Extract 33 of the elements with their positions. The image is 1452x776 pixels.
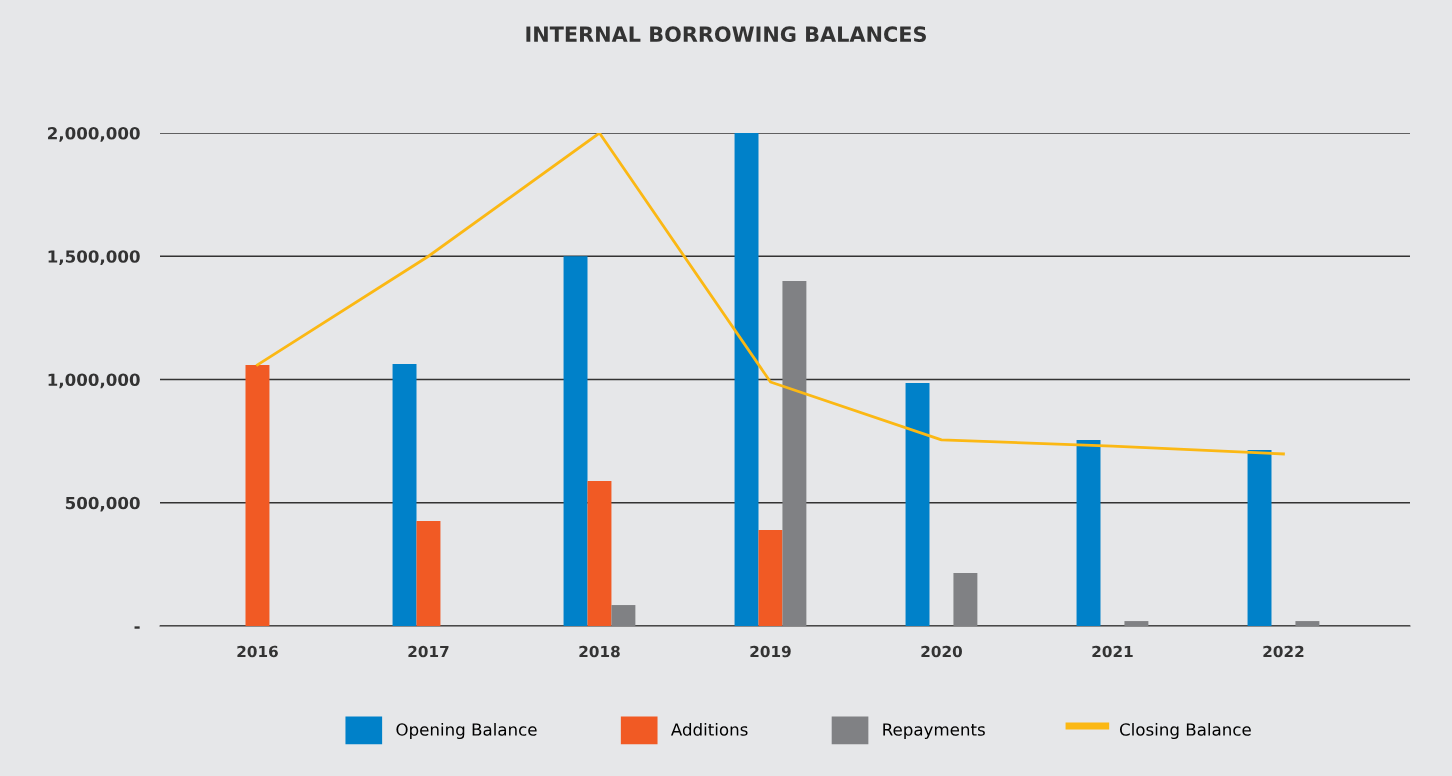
bar — [905, 382, 930, 626]
x-tick-label: 2022 — [1263, 645, 1304, 658]
bar — [563, 256, 588, 626]
bar — [1295, 621, 1320, 626]
bar — [758, 530, 783, 626]
bar — [392, 363, 417, 626]
x-tick-label: 2019 — [750, 645, 791, 658]
bar — [1076, 439, 1101, 626]
line-series — [256, 133, 1285, 456]
bar — [587, 481, 612, 626]
y-tick-label: 500,000 — [65, 496, 140, 512]
y-tick-label: 1,000,000 — [48, 373, 140, 389]
y-tick-label: 1,500,000 — [48, 250, 140, 265]
bar — [416, 520, 441, 626]
bar — [611, 605, 636, 626]
bar — [734, 133, 759, 626]
bar — [782, 280, 807, 626]
legend-label: Additions — [670, 722, 748, 736]
x-tick-label: 2016 — [237, 645, 278, 658]
bar — [953, 573, 978, 626]
legend-label: Opening Balance — [396, 722, 537, 740]
legend-label: Closing Balance — [1119, 722, 1251, 740]
y-tick-label: 2,000,000 — [48, 126, 140, 142]
bar — [1124, 621, 1149, 626]
bar — [1247, 450, 1272, 626]
bar — [245, 364, 270, 626]
x-tick-label: 2018 — [579, 645, 620, 658]
x-tick-label: 2021 — [1092, 645, 1133, 658]
chart-title: INTERNAL BORROWING BALANCES — [526, 26, 926, 43]
legend-label: Repayments — [883, 723, 985, 740]
x-tick-label: 2020 — [921, 645, 962, 658]
y-tick-label: - — [134, 626, 140, 629]
x-tick-label: 2017 — [408, 645, 449, 658]
